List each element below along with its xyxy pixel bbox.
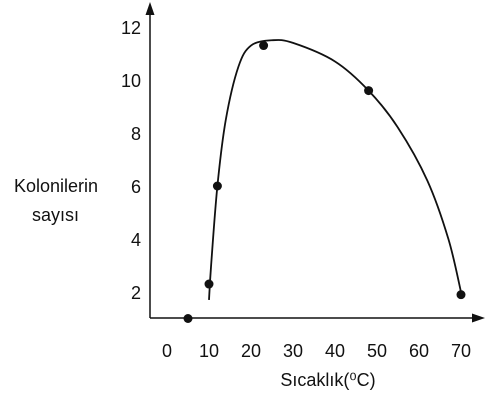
- y-tick-label: 12: [121, 18, 141, 38]
- y-tick-label: 4: [131, 230, 141, 250]
- x-tick-label: 30: [283, 341, 303, 361]
- data-point: [212, 181, 222, 191]
- y-axis-arrow-icon: [145, 2, 155, 15]
- data-point: [456, 290, 466, 300]
- data-point: [183, 314, 193, 323]
- x-tick-label: 0: [162, 341, 172, 361]
- axes: [145, 2, 485, 323]
- x-tick-label: 50: [367, 341, 387, 361]
- x-tick-label: 70: [451, 341, 471, 361]
- y-tick-labels: 2 4 6 8 10 12: [121, 18, 141, 303]
- x-tick-labels: 0 10 20 30 40 50 60 70: [162, 341, 471, 361]
- x-tick-label: 20: [241, 341, 261, 361]
- data-point: [204, 279, 214, 289]
- data-points: [183, 41, 466, 323]
- y-axis-label-line2: sayısı: [32, 205, 79, 225]
- y-tick-label: 8: [131, 124, 141, 144]
- y-tick-label: 2: [131, 283, 141, 303]
- x-tick-label: 10: [199, 341, 219, 361]
- x-tick-label: 60: [409, 341, 429, 361]
- y-axis-label-line1: Kolonilerin: [14, 176, 98, 196]
- x-axis-label: Sıcaklık(⁰C): [280, 370, 375, 390]
- data-point: [364, 86, 374, 96]
- x-tick-label: 40: [325, 341, 345, 361]
- x-axis-arrow-icon: [472, 313, 485, 323]
- trend-curve: [208, 39, 462, 301]
- data-point: [259, 41, 269, 51]
- y-tick-label: 10: [121, 71, 141, 91]
- y-tick-label: 6: [131, 177, 141, 197]
